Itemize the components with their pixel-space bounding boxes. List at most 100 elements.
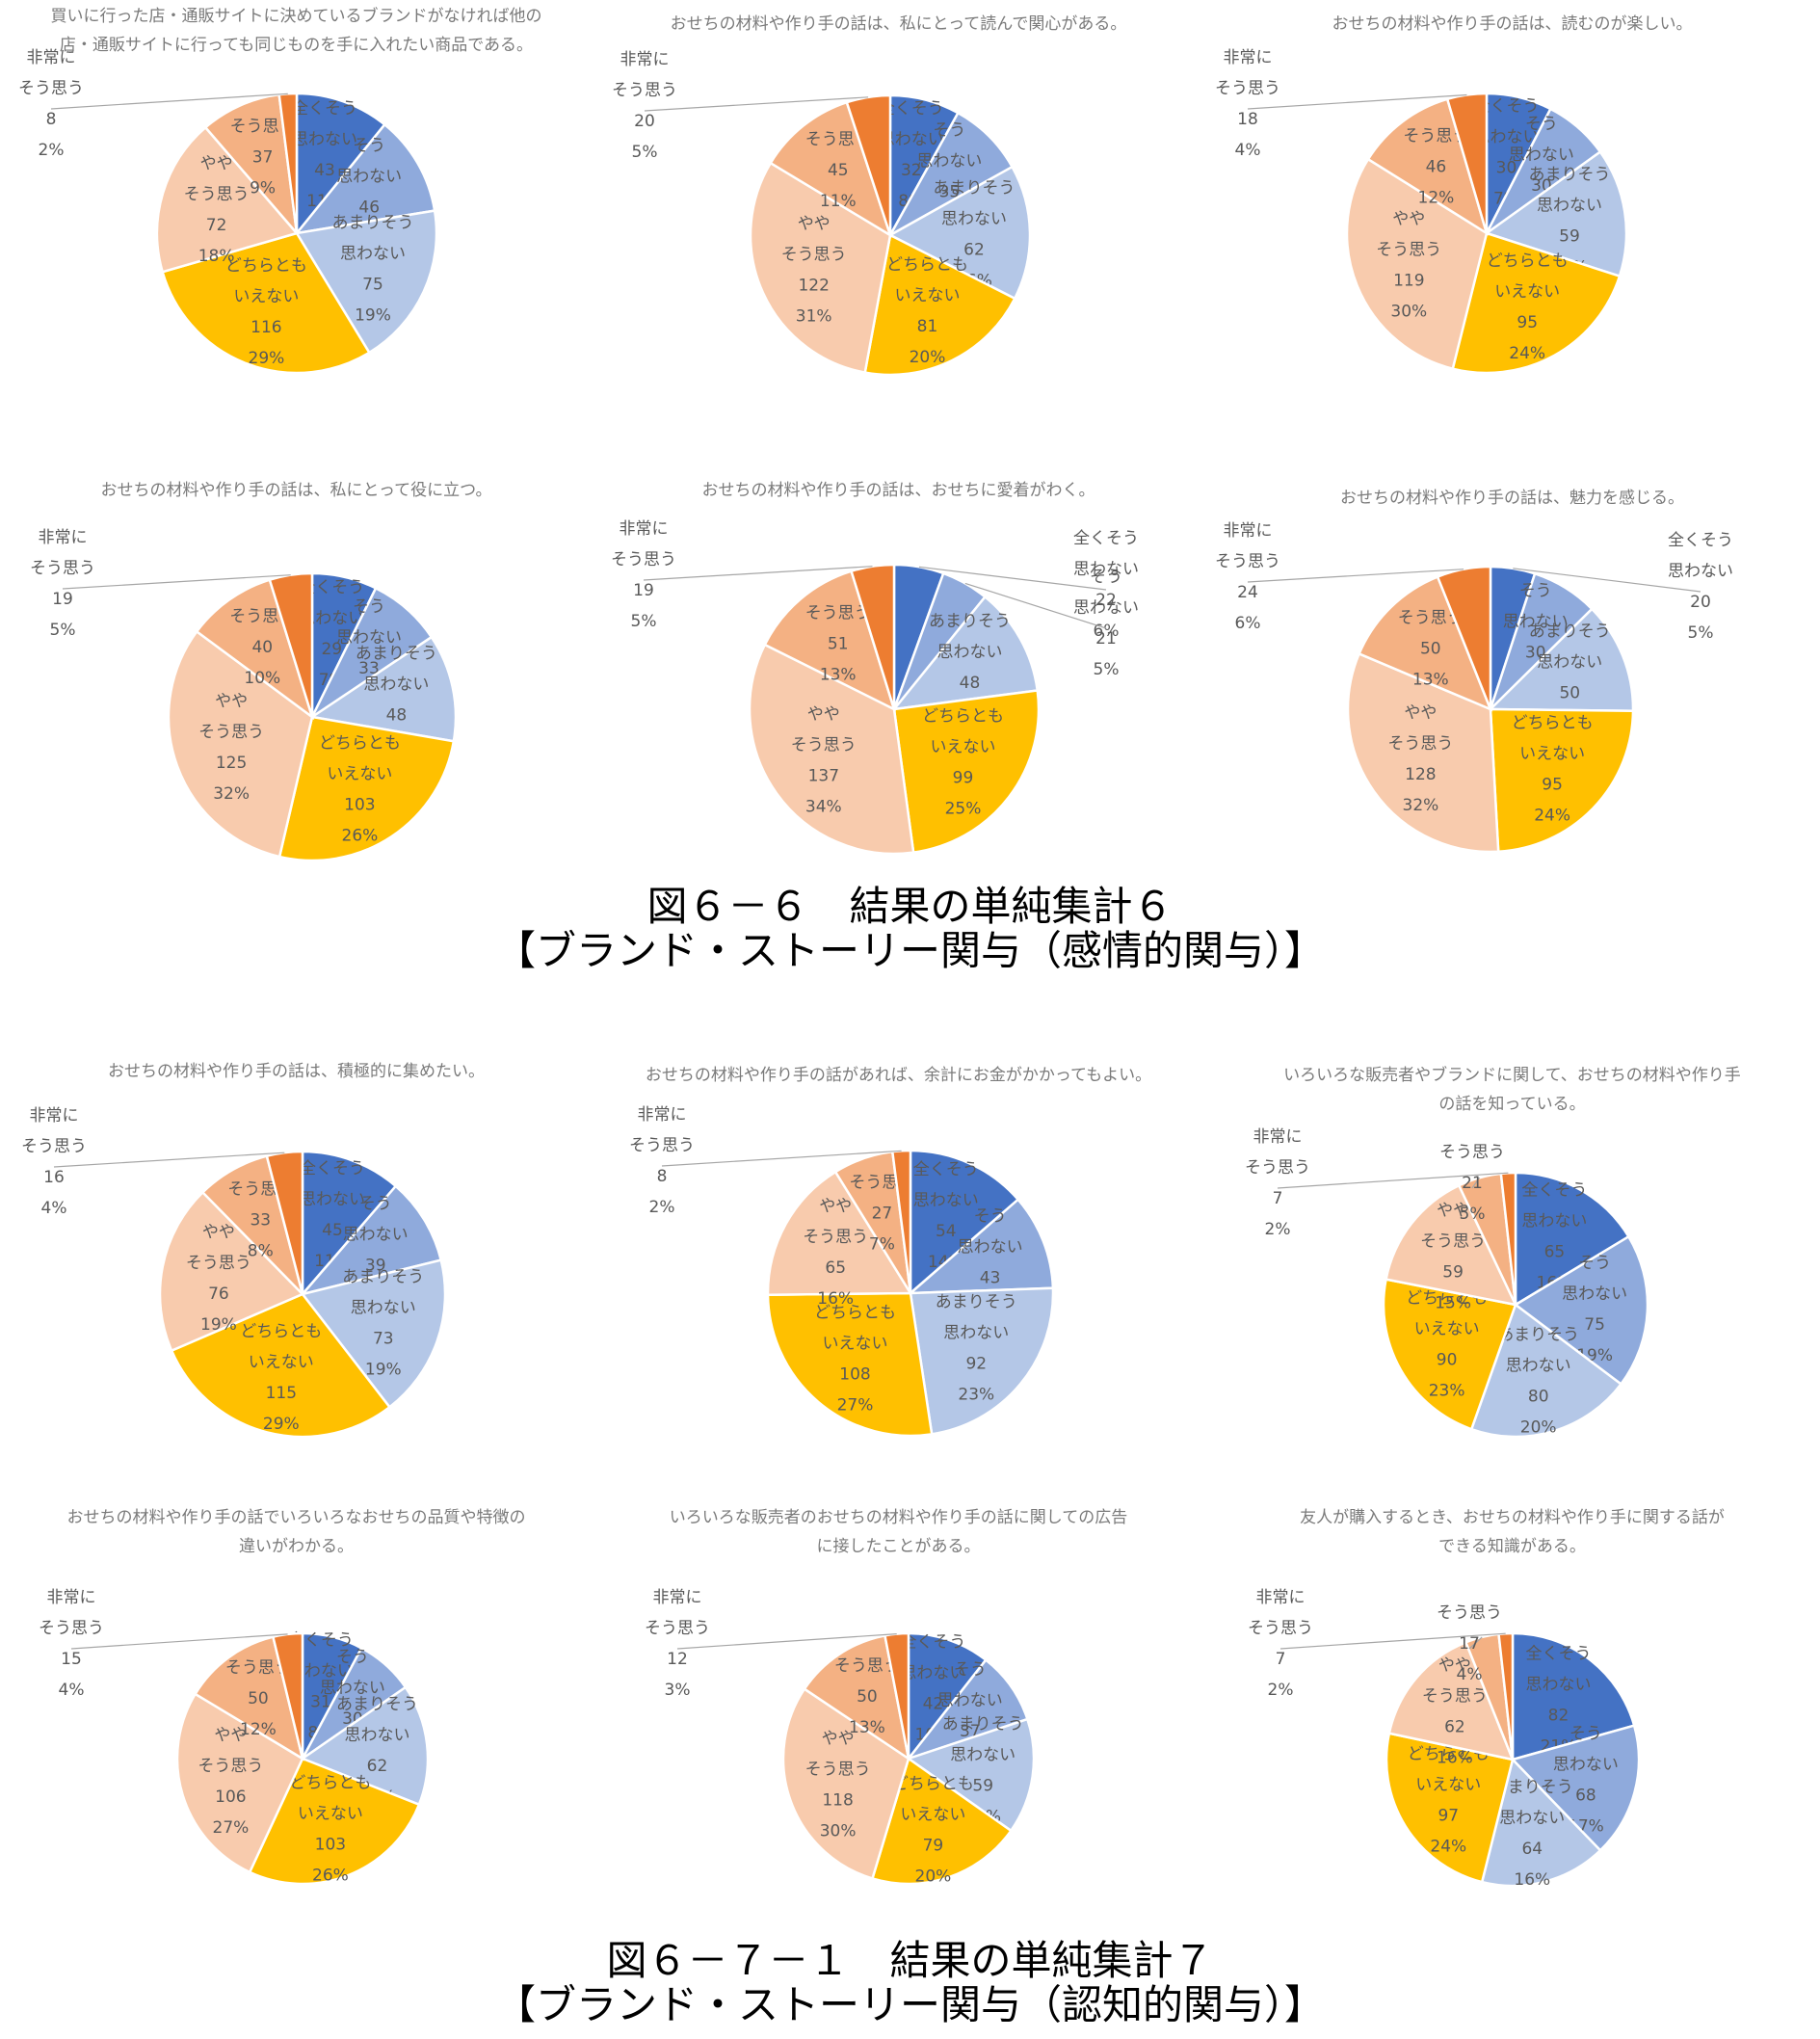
slice-count-label: 20	[1690, 593, 1711, 612]
pie-slice	[193, 1635, 304, 1761]
slice-count-label: 59	[1442, 1263, 1464, 1283]
chart-title: おせちの材料や作り手の話があれば、余計にお金がかかってもよい。	[646, 1066, 1151, 1085]
slice-percent-label: 8%	[248, 1242, 274, 1261]
slice-count-label: 43	[980, 1268, 1001, 1287]
slice-category-label: そう思う	[1420, 1232, 1486, 1252]
leader-line	[676, 1633, 897, 1650]
slice-category-label: 非常に	[39, 528, 88, 547]
pie-slice	[891, 595, 1040, 711]
slice-count-label: 75	[362, 275, 383, 294]
slice-category-label: 非常に	[30, 1106, 79, 1125]
pie-chart: おせちの材料や作り手の話は、おせちに愛着がわく。全くそう思わない226%そう思わ…	[611, 481, 1139, 856]
pie-slice	[299, 1184, 443, 1297]
leader-line	[1277, 1172, 1509, 1189]
pie-slice	[294, 209, 438, 355]
pie-slice	[1385, 1732, 1515, 1884]
slice-percent-label: 4%	[1235, 141, 1261, 160]
slice-category-label: そう思う	[1398, 609, 1464, 628]
pie-slice	[766, 1170, 913, 1297]
slice-category-label: やや	[1392, 210, 1425, 229]
slice-category-label: いえない	[1415, 1776, 1481, 1795]
slice-category-label: 全くそう	[300, 1159, 365, 1178]
slice-category-label: そう思う	[805, 1760, 871, 1779]
slice-category-label: どちらとも	[1487, 252, 1569, 271]
slice-count-label: 115	[266, 1384, 297, 1403]
pie-slice	[277, 715, 456, 862]
slice-category-label: そう	[933, 120, 965, 140]
slice-percent-label: 18%	[198, 247, 235, 266]
slice-category-label: そう思う	[198, 723, 264, 742]
slice-percent-label: 5%	[631, 612, 657, 631]
slice-category-label: 思わない	[299, 609, 364, 628]
slice-count-label: 29	[321, 640, 342, 659]
pie-chart: おせちの材料や作り手の話でいろいろなおせちの品質や特徴の違いがわかる。全くそう思…	[39, 1508, 526, 1885]
pie-slice	[1469, 1302, 1623, 1439]
slice-category-label: 思わない	[336, 628, 402, 648]
slice-category-label: やや	[1437, 1202, 1469, 1221]
pie-slice	[155, 125, 300, 274]
slice-category-label: そう思う	[629, 1136, 695, 1155]
slice-category-label: 非常に	[638, 1105, 687, 1125]
pie-slice	[195, 578, 315, 721]
slice-percent-label: 24%	[1534, 806, 1570, 825]
slice-count-label: 18	[1237, 110, 1258, 129]
slice-category-label: 思わない	[343, 1226, 409, 1245]
slice-category-label: 思わない	[943, 1324, 1009, 1343]
slice-category-label: 思わない	[345, 1726, 410, 1745]
slice-percent-label: 30%	[1390, 303, 1427, 322]
slice-category-label: そう	[1090, 568, 1122, 587]
slice-count-label: 19	[52, 590, 73, 609]
slice-count-label: 40	[251, 638, 273, 657]
slice-count-label: 65	[1544, 1242, 1566, 1261]
slice-count-label: 106	[215, 1787, 246, 1807]
slice-category-label: あまりそう	[356, 644, 437, 663]
chart-title: おせちの材料や作り手の話は、私にとって読んで関心がある。	[671, 14, 1127, 34]
pie-slice	[850, 563, 896, 710]
chart-title: おせちの材料や作り手の話は、魅力を感じる。	[1340, 489, 1684, 508]
slice-category-label: 思わない	[1537, 653, 1602, 673]
pie-slice	[308, 635, 458, 743]
slice-count-label: 42	[923, 1694, 944, 1713]
slice-category-label: あまりそう	[1529, 622, 1611, 642]
slice-count-label: 103	[315, 1835, 346, 1854]
slice-count-label: 24	[1237, 583, 1258, 602]
slice-category-label: そう	[954, 1660, 987, 1680]
pie-slice	[265, 1150, 304, 1295]
slice-category-label: 非常に	[27, 48, 76, 67]
slice-category-label: どちらとも	[225, 256, 307, 276]
pie-slice	[1480, 1757, 1602, 1888]
slice-category-label: そう思う	[184, 185, 250, 204]
slice-count-label: 7	[1273, 1189, 1283, 1208]
slice-count-label: 75	[1584, 1315, 1605, 1335]
slice-percent-label: 27%	[837, 1396, 874, 1416]
slice-category-label: やや	[200, 154, 233, 173]
slice-category-label: そう	[359, 1195, 392, 1214]
pie-chart: おせちの材料や作り手の話は、私にとって読んで関心がある。全くそう思わない328%…	[612, 14, 1127, 377]
pie-slice	[301, 1150, 398, 1298]
slice-count-label: 62	[367, 1757, 388, 1776]
pie-slice	[892, 689, 1041, 855]
slice-percent-label: 20%	[910, 348, 946, 367]
slice-category-label: そう思う	[18, 79, 84, 98]
slice-count-label: 81	[917, 317, 938, 336]
slice-count-label: 65	[825, 1258, 846, 1278]
slice-category-label: そう思う	[611, 550, 676, 569]
slice-count-label: 46	[358, 198, 380, 217]
slice-count-label: 90	[1437, 1351, 1458, 1370]
slice-count-label: 50	[248, 1689, 269, 1708]
pie-slice	[769, 100, 893, 238]
slice-count-label: 95	[1517, 313, 1538, 332]
slice-category-label: 思わない	[913, 1191, 979, 1210]
pie-slice	[845, 93, 892, 236]
slice-count-label: 118	[822, 1790, 853, 1810]
pie-chart: 買いに行った店・通販サイトに決めているブランドがなければ他の店・通販サイトに行っ…	[18, 6, 542, 375]
slice-category-label: 思わない	[288, 1661, 354, 1681]
slice-category-label: どちらとも	[240, 1322, 322, 1341]
slice-count-label: 48	[386, 705, 408, 725]
slice-category-label: いえない	[931, 738, 996, 757]
slice-percent-label: 12%	[1418, 189, 1455, 208]
slice-count-label: 68	[1575, 1787, 1596, 1806]
slice-category-label: 思わない	[900, 1663, 965, 1682]
slice-category-label: そう思う	[39, 1619, 104, 1638]
slice-category-label: いえない	[1519, 744, 1585, 763]
